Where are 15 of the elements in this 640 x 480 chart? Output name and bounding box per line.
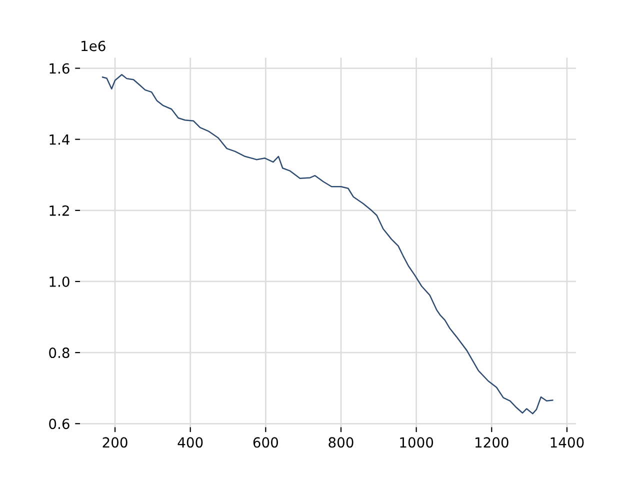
line-series xyxy=(102,74,554,414)
y-tick-label: 1.4 xyxy=(50,134,70,145)
x-tick-label: 1200 xyxy=(475,437,508,448)
x-tick-label: 200 xyxy=(102,437,128,448)
y-tick-label: 1.0 xyxy=(50,276,70,287)
x-tick-label: 400 xyxy=(178,437,203,448)
x-tick-label: 600 xyxy=(253,437,278,448)
x-tick-label: 1400 xyxy=(550,437,584,448)
x-tick-label: 1000 xyxy=(400,437,434,448)
y-tick-label: 0.8 xyxy=(49,348,70,358)
x-tick-label: 800 xyxy=(328,437,354,448)
y-tick-label: 1.6 xyxy=(50,63,70,74)
y-tick-label: 1.2 xyxy=(50,205,69,216)
text: 1e6 xyxy=(82,40,106,52)
y-tick-label: 0.6 xyxy=(49,418,70,430)
